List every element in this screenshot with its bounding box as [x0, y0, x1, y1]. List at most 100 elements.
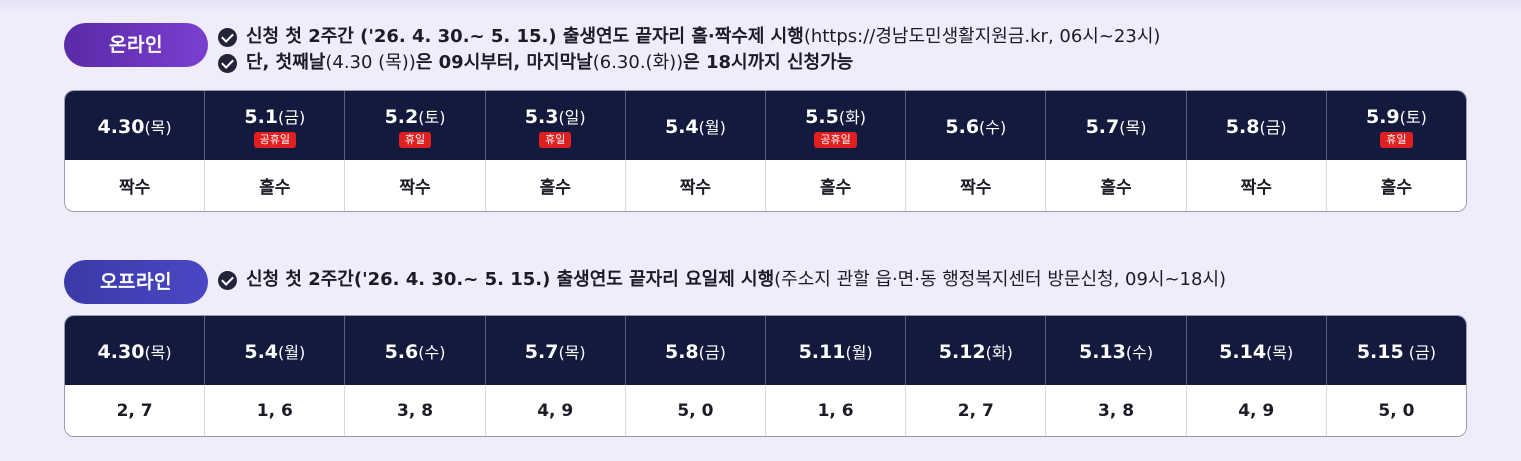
offline-date-cell: 5.8(금): [626, 316, 767, 385]
offline-date-cell: 5.6(수): [345, 316, 486, 385]
day-of-week: (수): [418, 342, 446, 362]
check-circle-icon: [218, 53, 237, 73]
date-label: 5.4(월): [244, 339, 305, 363]
value-text: 짝수: [679, 178, 712, 198]
date-number: 5.4: [664, 115, 699, 138]
online-date-cell: 5.4(월): [626, 91, 767, 160]
day-of-week: (월): [845, 342, 873, 362]
online-value-cell: 짝수: [626, 160, 767, 211]
offline-date-cell: 5.15 (금): [1327, 316, 1466, 385]
offline-date-cell: 5.7(목): [486, 316, 626, 385]
day-of-week: (목): [1119, 117, 1147, 137]
online-note-2-light-b: (6.30.(화)): [592, 52, 684, 73]
online-value-row: 짝수 홀수 짝수 홀수 짝수 홀수 짝수 홀수 짝수 홀수: [65, 160, 1466, 211]
offline-value-cell: 3, 8: [345, 385, 486, 436]
offline-value-row: 2, 7 1, 6 3, 8 4, 9 5, 0 1, 6 2, 7 3, 8 4, 9 5, 0: [65, 385, 1466, 436]
date-number: 5.7: [524, 340, 559, 363]
online-notes: 신청 첫 2주간 ('26. 4. 30.~ 5. 15.) 출생연도 끝자리 …: [218, 24, 1160, 76]
date-label: 5.8(금): [1226, 114, 1287, 138]
date-label: 5.11(월): [799, 339, 873, 363]
date-label: 5.8(금): [665, 339, 726, 363]
online-date-cell: 5.2(토) 휴일: [345, 91, 486, 160]
date-number: 5.11: [798, 340, 846, 363]
online-value-cell: 홀수: [486, 160, 626, 211]
value-text: 홀수: [1380, 178, 1413, 198]
online-date-cell: 4.30(목): [65, 91, 206, 160]
value-text: 2, 7: [957, 400, 994, 421]
online-schedule-table: 4.30(목) 5.1(금) 공휴일 5.2(토) 휴일 5.3(일) 휴일 5.4(월) 5.…: [64, 90, 1467, 212]
day-of-week: (토): [1399, 107, 1427, 127]
value-text: 5, 0: [1378, 400, 1415, 421]
offline-notes: 신청 첫 2주간('26. 4. 30.~ 5. 15.) 출생연도 끝자리 요…: [218, 267, 1226, 293]
check-circle-icon: [218, 27, 237, 47]
offline-note: 신청 첫 2주간('26. 4. 30.~ 5. 15.) 출생연도 끝자리 요…: [218, 267, 1226, 293]
online-note-2: 단, 첫째날 (4.30 (목)) 은 09시부터, 마지막날 (6.30.(화…: [218, 50, 1160, 76]
offline-date-cell: 5.14(목): [1187, 316, 1327, 385]
day-of-week: (월): [278, 342, 306, 362]
offline-date-cell: 5.13(수): [1046, 316, 1187, 385]
date-label: 5.15 (금): [1357, 339, 1436, 363]
offline-value-cell: 5, 0: [626, 385, 767, 436]
value-text: 짝수: [399, 178, 431, 198]
holiday-badge: 휴일: [539, 131, 572, 148]
online-note-1: 신청 첫 2주간 ('26. 4. 30.~ 5. 15.) 출생연도 끝자리 …: [218, 24, 1160, 50]
online-value-cell: 짝수: [1187, 160, 1327, 211]
offline-date-cell: 4.30(목): [65, 316, 206, 385]
offline-date-cell: 5.4(월): [205, 316, 346, 385]
offline-badge: 오프라인: [64, 260, 208, 304]
date-number: 5.13: [1078, 340, 1126, 363]
date-number: 5.6: [384, 340, 419, 363]
day-of-week: (일): [558, 107, 586, 127]
offline-value-cell: 4, 9: [1187, 385, 1327, 436]
offline-schedule-table: 4.30(목) 5.4(월) 5.6(수) 5.7(목) 5.8(금) 5.11(월) 5.…: [64, 315, 1467, 437]
value-text: 3, 8: [396, 400, 434, 421]
online-date-cell: 5.5(화) 공휴일: [766, 91, 907, 160]
value-text: 4, 9: [1238, 400, 1275, 421]
online-badge: 온라인: [64, 23, 208, 67]
value-text: 1, 6: [256, 400, 293, 421]
online-value-cell: 홀수: [1327, 160, 1466, 211]
date-number: 4.30: [97, 340, 145, 363]
date-label: 5.7(목): [525, 339, 586, 363]
date-number: 5.6: [945, 115, 980, 138]
online-value-cell: 홀수: [205, 160, 346, 211]
date-label: 4.30(목): [98, 114, 172, 138]
date-number: 5.8: [664, 340, 699, 363]
offline-value-cell: 2, 7: [65, 385, 206, 436]
value-text: 3, 8: [1098, 400, 1135, 421]
date-label: 4.30(목): [98, 339, 172, 363]
online-date-row: 4.30(목) 5.1(금) 공휴일 5.2(토) 휴일 5.3(일) 휴일 5.4(월) 5.…: [65, 91, 1466, 160]
date-label: 5.4(월): [665, 114, 726, 138]
value-text: 짝수: [1240, 178, 1272, 198]
day-of-week: (수): [1125, 342, 1154, 362]
offline-date-cell: 5.12(화): [906, 316, 1047, 385]
date-number: 5.4: [244, 340, 279, 363]
day-of-week: (금): [698, 342, 726, 362]
date-number: 4.30: [97, 115, 145, 138]
day-of-week: (목): [144, 117, 172, 137]
date-number: 5.9: [1365, 105, 1400, 128]
date-label: 5.12(화): [939, 339, 1013, 363]
date-label: 5.1(금): [244, 104, 305, 128]
online-date-cell: 5.7(목): [1046, 91, 1187, 160]
holiday-badge: 휴일: [398, 131, 432, 148]
offline-value-cell: 2, 7: [906, 385, 1047, 436]
offline-value-cell: 1, 6: [205, 385, 346, 436]
online-note-1-bold: 신청 첫 2주간 ('26. 4. 30.~ 5. 15.) 출생연도 끝자리 …: [246, 26, 804, 47]
date-label: 5.3(일): [525, 104, 586, 128]
day-of-week: (월): [698, 117, 726, 137]
online-date-cell: 5.8(금): [1187, 91, 1327, 160]
value-text: 홀수: [819, 178, 852, 198]
value-text: 1, 6: [817, 400, 854, 421]
date-number: 5.1: [244, 105, 279, 128]
online-value-cell: 홀수: [1046, 160, 1187, 211]
value-text: 짝수: [960, 178, 992, 198]
date-number: 5.12: [938, 340, 986, 363]
day-of-week: (화): [985, 342, 1013, 362]
offline-value-cell: 3, 8: [1046, 385, 1187, 436]
offline-value-cell: 5, 0: [1327, 385, 1466, 436]
date-number: 5.7: [1085, 115, 1120, 138]
day-of-week: (금): [278, 107, 306, 127]
date-number: 5.5: [805, 105, 839, 128]
value-text: 홀수: [259, 178, 291, 198]
